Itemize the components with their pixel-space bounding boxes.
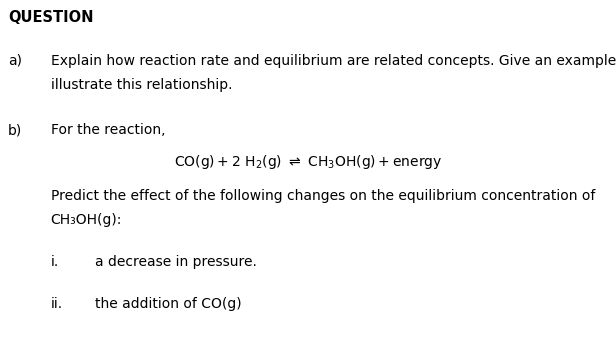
Text: Predict the effect of the following changes on the equilibrium concentration of: Predict the effect of the following chan… [51,189,595,203]
Text: a): a) [8,54,22,68]
Text: CH₃OH(g):: CH₃OH(g): [51,213,122,227]
Text: QUESTION: QUESTION [8,10,94,25]
Text: Explain how reaction rate and equilibrium are related concepts. Give an example : Explain how reaction rate and equilibriu… [51,54,616,68]
Text: $\mathrm{CO(g) + 2\ H_2(g)\ \rightleftharpoons\ CH_3OH(g) + energy}$: $\mathrm{CO(g) + 2\ H_2(g)\ \rightleftha… [174,153,442,171]
Text: the addition of CO(g): the addition of CO(g) [95,297,242,311]
Text: For the reaction,: For the reaction, [51,123,165,137]
Text: illustrate this relationship.: illustrate this relationship. [51,78,232,92]
Text: b): b) [8,123,22,137]
Text: a decrease in pressure.: a decrease in pressure. [95,255,257,269]
Text: ii.: ii. [51,297,63,311]
Text: i.: i. [51,255,59,269]
